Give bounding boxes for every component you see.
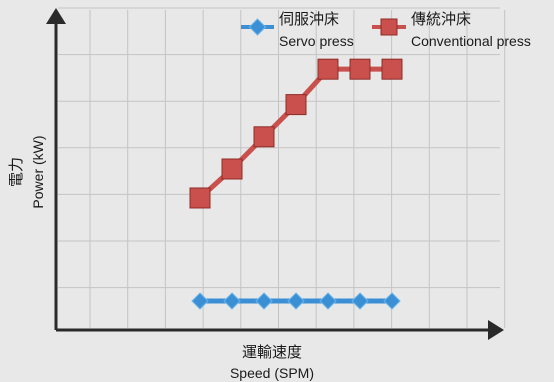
series-1-point-2 xyxy=(253,126,275,148)
y-axis-label-zh: 電力 xyxy=(8,157,25,187)
x-axis-arrowhead xyxy=(488,320,504,340)
series-0-point-5 xyxy=(351,292,369,310)
series-1-point-4 xyxy=(317,58,339,80)
legend-conventional-label-en: Conventional press xyxy=(411,33,531,49)
series-1-point-6 xyxy=(381,58,403,80)
series-1-point-1 xyxy=(221,158,243,180)
gridlines xyxy=(58,7,506,328)
legend-servo-label-zh: 伺服沖床 xyxy=(279,11,339,28)
x-axis-label-zh: 運輸速度 xyxy=(242,344,302,361)
series-0-point-0 xyxy=(191,292,209,310)
series-1-point-0 xyxy=(189,187,211,209)
y-axis-label-en: Power (kW) xyxy=(30,135,46,208)
y-axis-arrowhead xyxy=(46,8,66,24)
series-0-point-6 xyxy=(383,292,401,310)
legend-item-servo: 伺服沖床 Servo press xyxy=(241,11,354,49)
series-0-point-2 xyxy=(255,292,273,310)
series-1-point-5 xyxy=(349,58,371,80)
axes xyxy=(46,8,504,340)
series-0-point-4 xyxy=(319,292,337,310)
legend-conventional-label-zh: 傳統沖床 xyxy=(411,11,471,28)
legend-servo-label-en: Servo press xyxy=(279,33,354,49)
series-1-point-3 xyxy=(285,94,307,116)
x-axis-label-en: Speed (SPM) xyxy=(230,365,314,381)
legend-conventional-marker xyxy=(380,18,398,36)
legend-servo-marker xyxy=(248,18,267,36)
series-layer xyxy=(189,58,403,310)
series-0-point-1 xyxy=(223,292,241,310)
series-0-point-3 xyxy=(287,292,305,310)
legend-item-conventional: 傳統沖床 Conventional press xyxy=(372,11,531,49)
legend: 伺服沖床 Servo press 傳統沖床 Conventional press xyxy=(241,11,531,49)
